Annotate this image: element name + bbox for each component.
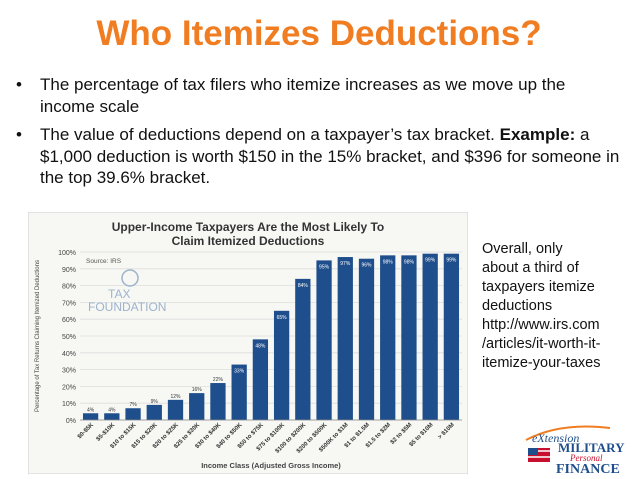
bar [231, 364, 247, 420]
bullet-list: • The percentage of tax filers who itemi… [14, 74, 624, 196]
y-tick-label: 70% [62, 300, 76, 307]
x-axis-label: Income Class (Adjusted Gross Income) [201, 461, 341, 470]
bar-data-label: 4% [108, 407, 116, 413]
bar-data-label: 9% [151, 399, 159, 405]
bar-data-label: 97% [340, 261, 351, 267]
bar [316, 260, 332, 420]
bar-data-label: 22% [213, 377, 224, 383]
side-note-line: taxpayers itemize [482, 279, 595, 295]
chart-title-line: Upper-Income Taxpayers Are the Most Like… [112, 220, 385, 234]
bar [104, 413, 120, 420]
example-label: Example: [499, 125, 576, 144]
bar-data-label: 4% [87, 407, 95, 413]
bar [422, 253, 438, 420]
bar [167, 399, 184, 420]
bullet-dot-icon: • [16, 125, 22, 144]
bullet-text: The percentage of tax filers who itemize… [40, 75, 566, 116]
y-tick-label: 100% [58, 250, 76, 257]
y-tick-label: 50% [62, 334, 76, 341]
logo-text-finance: FINANCE [556, 462, 620, 475]
side-note: Overall, only about a third of taxpayers… [482, 240, 632, 373]
itemized-deductions-chart: Upper-Income Taxpayers Are the Most Like… [27, 211, 469, 475]
chart-source: Source: IRS [86, 258, 122, 265]
y-axis-label: Percentage of Tax Returns Claiming Itemi… [35, 260, 41, 412]
y-tick-label: 40% [62, 351, 76, 358]
bar-data-label: 12% [170, 394, 181, 400]
y-tick-label: 0% [66, 418, 76, 425]
bar-data-label: 16% [192, 387, 203, 393]
bar-data-label: 65% [277, 315, 288, 321]
chart-title-line: Claim Itemized Deductions [172, 234, 325, 248]
bar-data-label: 48% [255, 343, 266, 349]
extension-military-finance-logo: eXtension MILITARY Personal FINANCE [525, 425, 625, 475]
bar-data-label: 84% [298, 283, 309, 289]
y-tick-label: 30% [62, 368, 76, 375]
logo-text-personal: Personal [569, 453, 603, 463]
side-note-line: deductions [482, 298, 553, 314]
bar [295, 278, 311, 420]
side-note-link[interactable]: http://www.irs.com [482, 317, 600, 333]
bar [443, 253, 460, 420]
bar-data-label: 99% [446, 258, 457, 264]
bar [252, 339, 269, 420]
tax-foundation-logo-icon [121, 269, 139, 287]
bar [210, 383, 226, 420]
bullet-dot-icon: • [16, 75, 22, 94]
y-tick-label: 10% [62, 401, 76, 408]
bar [273, 310, 290, 420]
bullet-item: • The percentage of tax filers who itemi… [14, 74, 624, 117]
logo-text-military: MILITARY [558, 440, 625, 455]
bullet-text: The value of deductions depend on a taxp… [40, 125, 495, 144]
bar [358, 258, 375, 420]
y-tick-label: 80% [62, 284, 76, 291]
bar-data-label: 33% [234, 369, 245, 375]
y-tick-label: 60% [62, 317, 76, 324]
chart-svg: Upper-Income Taxpayers Are the Most Like… [27, 211, 469, 475]
bullet-item: • The value of deductions depend on a ta… [14, 124, 624, 189]
bar-data-label: 96% [361, 263, 372, 269]
logo-text-extension: eXtension [532, 431, 579, 445]
watermark-text: TAX [108, 287, 130, 301]
side-note-link[interactable]: /articles/it-worth-it- [482, 336, 601, 352]
bar [337, 257, 353, 420]
bar [380, 255, 396, 420]
bar [125, 408, 141, 420]
bar-data-label: 7% [129, 402, 137, 408]
side-note-line: about a third of [482, 260, 579, 276]
bar [146, 404, 162, 420]
example-text: a $1,000 deduction is worth $150 in the … [40, 125, 620, 187]
bar-data-label: 99% [425, 258, 436, 264]
y-tick-label: 90% [62, 267, 76, 274]
watermark-text: FOUNDATION [88, 300, 166, 314]
y-tick-label: 20% [62, 384, 76, 391]
bar-data-label: 95% [319, 264, 330, 270]
bar [82, 413, 99, 420]
bar [189, 393, 205, 420]
side-note-line: Overall, only [482, 241, 563, 257]
bar-data-label: 98% [383, 259, 394, 265]
bar-data-label: 98% [404, 259, 415, 265]
slide-title: Who Itemizes Deductions? [96, 14, 542, 53]
bar [401, 255, 417, 420]
side-note-link[interactable]: itemize-your-taxes [482, 355, 601, 371]
